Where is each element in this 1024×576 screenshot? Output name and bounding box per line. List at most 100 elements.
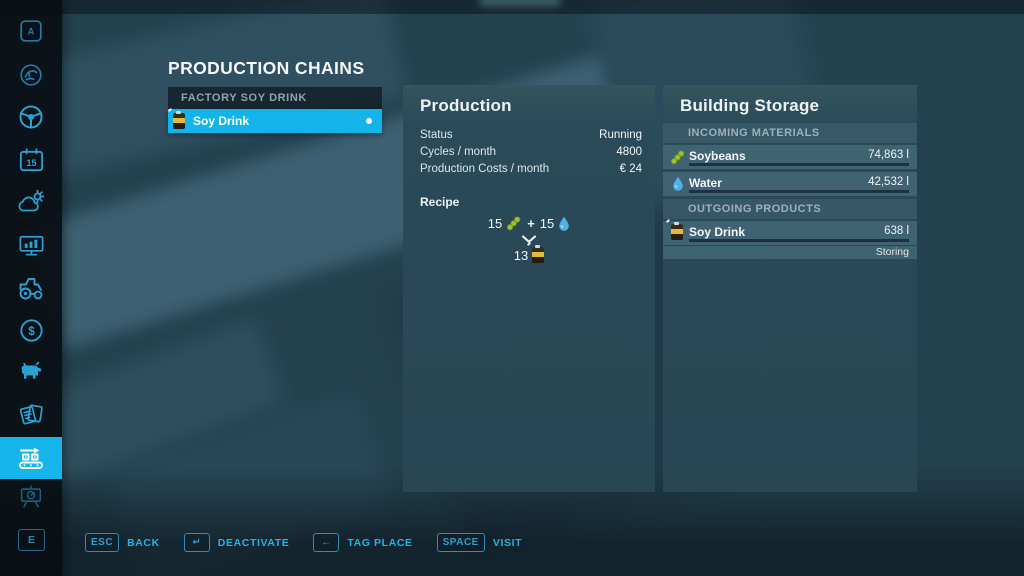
sidebar-item-calendar[interactable]: 15 — [0, 139, 62, 181]
cycles-value: 4800 — [616, 145, 642, 158]
visit-button[interactable]: SPACE VISIT — [436, 533, 523, 552]
soy-drink-icon — [167, 107, 185, 129]
recipe-output: 13 — [514, 241, 545, 265]
recipe-heading: Recipe — [420, 195, 460, 209]
soybeans-icon — [670, 149, 686, 170]
fill-level-bar — [689, 239, 909, 242]
storage-row-soybeans: Soybeans 74,863 l — [663, 145, 917, 169]
water-drop-icon — [559, 216, 570, 231]
visit-button-label: VISIT — [492, 536, 523, 549]
presentation-icon — [20, 485, 42, 508]
svg-text:15: 15 — [26, 157, 36, 167]
calendar-icon: 15 — [19, 147, 43, 171]
storage-row-main: Water 42,532 l — [663, 172, 917, 196]
incoming-materials-header: INCOMING MATERIALS — [663, 123, 917, 143]
production-panel: Production Status Running Cycles / month… — [403, 85, 655, 492]
space-key-icon: SPACE — [436, 533, 485, 552]
soy-drink-icon — [665, 218, 683, 245]
sidebar-item-weather[interactable] — [0, 182, 62, 224]
back-button[interactable]: ESC BACK — [85, 533, 160, 552]
sidebar-item-animals[interactable] — [0, 350, 62, 392]
material-name: Soybeans — [689, 149, 746, 163]
enter-key-icon: ↵ — [183, 533, 210, 552]
tag-place-button[interactable]: ← TAG PLACE — [313, 533, 412, 552]
production-chains-icon — [19, 447, 43, 469]
status-label: Status — [420, 128, 453, 141]
plus-sign: + — [527, 215, 535, 231]
sidebar-item-presentation[interactable] — [0, 476, 62, 518]
storage-row-main: Soy Drink 638 l — [663, 218, 917, 245]
production-chain-item-label: Soy Drink — [193, 114, 250, 128]
storage-panel-title: Building Storage — [680, 96, 820, 115]
steering-wheel-icon — [19, 105, 43, 129]
hand-globe-icon — [20, 64, 42, 86]
cycles-label: Cycles / month — [420, 145, 497, 158]
input1-quantity: 15 — [487, 215, 503, 231]
building-storage-panel: Building Storage INCOMING MATERIALS Soyb… — [663, 85, 917, 492]
sidebar-item-garage[interactable] — [0, 267, 62, 309]
back-button-label: BACK — [127, 536, 160, 549]
sidebar-item-statistics[interactable] — [0, 224, 62, 266]
cycles-row: Cycles / month 4800 — [420, 143, 642, 160]
cow-icon — [21, 361, 42, 379]
production-chain-list: FACTORY SOY DRINK Soy Drink — [167, 87, 382, 133]
sidebar-item-help-key: E — [18, 529, 45, 551]
sidebar-item-contracts[interactable] — [0, 393, 62, 435]
weather-icon — [18, 189, 45, 212]
costs-row: Production Costs / month € 24 — [420, 160, 642, 177]
e-key-icon: E — [27, 534, 35, 546]
sidebar-item-map[interactable]: A — [0, 10, 62, 52]
fill-level-bar — [689, 163, 909, 166]
storage-row-soy-drink[interactable]: Soy Drink 638 l Storing — [663, 218, 917, 259]
chevron-down-icon — [521, 235, 537, 244]
deactivate-button[interactable]: ↵ DEACTIVATE — [183, 533, 290, 552]
fill-level-bar — [689, 190, 909, 193]
soybeans-icon — [507, 216, 521, 231]
costs-label: Production Costs / month — [420, 162, 550, 175]
output-mode-row[interactable]: Storing — [663, 245, 917, 259]
material-name: Water — [689, 176, 722, 190]
recipe-diagram: 15 + 15 13 — [403, 213, 655, 265]
water-drop-icon — [672, 176, 684, 196]
backspace-key-icon: ← — [313, 533, 340, 552]
product-name: Soy Drink — [689, 225, 746, 239]
status-row: Status Running — [420, 126, 642, 143]
sidebar-item-production-chains[interactable] — [0, 437, 62, 479]
product-amount: 638 l — [884, 225, 909, 237]
sidebar-item-finances[interactable]: $ — [0, 309, 62, 351]
sidebar: A 15 — [0, 0, 62, 576]
deactivate-button-label: DEACTIVATE — [217, 536, 290, 549]
bottom-button-bar: ESC BACK ↵ DEACTIVATE ← TAG PLACE SPACE … — [85, 533, 522, 552]
esc-key-icon: ESC — [85, 533, 120, 552]
finances-icon: $ — [19, 318, 43, 342]
factory-group-header: FACTORY SOY DRINK — [168, 87, 382, 109]
input2-quantity: 15 — [539, 215, 555, 231]
sparkle-decoration — [527, 241, 532, 247]
svg-text:$: $ — [28, 324, 35, 337]
outgoing-products-header: OUTGOING PRODUCTS — [663, 199, 917, 219]
tag-place-button-label: TAG PLACE — [347, 536, 413, 549]
page-title: PRODUCTION CHAINS — [168, 58, 365, 78]
top-dark-strip — [0, 0, 1024, 14]
material-amount: 42,532 l — [868, 176, 909, 188]
production-panel-title: Production — [420, 96, 512, 115]
sidebar-item-vehicles[interactable] — [0, 96, 62, 138]
sidebar-item-multiplayer[interactable] — [0, 54, 62, 96]
output-mode-status: Storing — [875, 246, 909, 258]
sparkle-decoration — [167, 107, 173, 113]
production-info-rows: Status Running Cycles / month 4800 Produ… — [420, 126, 642, 177]
storage-row-main: Soybeans 74,863 l — [663, 145, 917, 169]
status-value: Running — [599, 128, 642, 141]
background-highlight — [480, 0, 560, 6]
a-key-icon: A — [20, 20, 42, 42]
sparkle-decoration — [665, 218, 671, 224]
recipe-inputs: 15 + 15 — [488, 213, 571, 233]
statistics-icon — [19, 235, 43, 256]
costs-value: € 24 — [619, 162, 642, 175]
material-amount: 74,863 l — [868, 149, 909, 161]
soy-drink-icon — [527, 241, 545, 263]
contracts-icon — [19, 404, 43, 425]
production-chain-item-soy-drink[interactable]: Soy Drink — [167, 107, 382, 133]
tractor-icon — [19, 278, 43, 300]
active-indicator-dot — [366, 118, 372, 124]
